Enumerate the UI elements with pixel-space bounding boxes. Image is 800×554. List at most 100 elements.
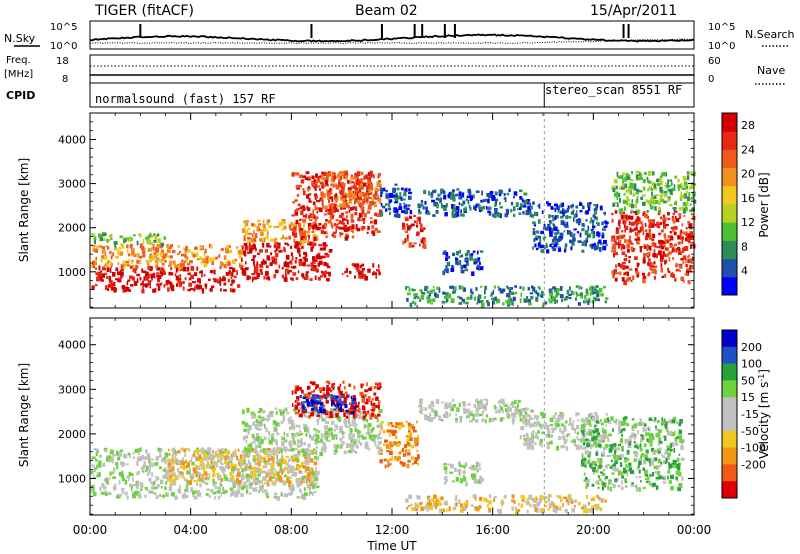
power-cell — [508, 288, 511, 294]
velocity-cell — [396, 443, 400, 448]
power-cell — [537, 292, 540, 297]
velocity-cell — [160, 480, 163, 485]
power-cell — [328, 249, 333, 253]
power-cell — [467, 188, 471, 193]
power-cell — [352, 219, 355, 223]
velocity-cell — [95, 449, 100, 454]
power-cell — [563, 248, 567, 253]
power-cell — [639, 220, 643, 225]
power-cell — [494, 203, 497, 207]
velocity-cell — [463, 464, 466, 470]
velocity-cell — [227, 450, 231, 455]
velocity-cell — [286, 467, 288, 470]
power-cell — [141, 250, 146, 254]
velocity-cell — [322, 404, 326, 408]
power-cell — [461, 192, 465, 198]
power-cell — [593, 245, 598, 251]
velocity-cell — [309, 381, 313, 384]
power-cell — [413, 220, 416, 224]
velocity-cell — [316, 418, 320, 422]
velocity-cell — [331, 400, 334, 404]
velocity-cell — [92, 474, 95, 479]
power-cell — [651, 241, 655, 247]
velocity-cell — [526, 509, 529, 514]
velocity-cell — [235, 468, 239, 471]
velocity-cell — [296, 482, 300, 488]
power-cell — [688, 192, 691, 196]
power-cell — [530, 295, 534, 300]
power-cell — [295, 172, 300, 176]
power-cell — [296, 193, 300, 197]
power-cell — [564, 209, 568, 213]
velocity-cell — [390, 444, 394, 447]
power-cell — [315, 254, 320, 260]
velocity-cell — [290, 489, 294, 492]
power-cell — [131, 252, 136, 257]
power-cell — [665, 182, 669, 185]
velocity-cell — [253, 448, 258, 454]
velocity-cell — [288, 470, 290, 473]
power-cell — [658, 239, 662, 245]
power-cell — [493, 300, 496, 305]
velocity-cell — [337, 400, 340, 404]
power-cell — [633, 183, 637, 188]
velocity-cell — [166, 493, 169, 497]
power-cell — [445, 257, 448, 261]
power-cell — [356, 269, 360, 273]
velocity-cell — [169, 458, 173, 464]
power-cell — [577, 218, 580, 223]
power-cell — [306, 205, 308, 210]
power-cell — [159, 270, 163, 275]
velocity-cell — [491, 506, 494, 509]
power-cell — [620, 243, 624, 247]
power-cell — [680, 257, 684, 261]
power-cell — [435, 293, 439, 299]
power-cell — [549, 231, 553, 237]
power-cell — [301, 245, 304, 249]
velocity-cell — [277, 475, 282, 478]
power-cell — [663, 245, 666, 248]
power-cell — [611, 235, 615, 238]
cpid-panel: CPID normalsound (fast) 157 RF stereo_sc… — [6, 82, 695, 108]
power-cell — [624, 218, 629, 221]
velocity-cell — [253, 437, 256, 441]
velocity-cell — [308, 385, 311, 390]
power-cell — [470, 253, 474, 256]
power-cell — [636, 262, 640, 268]
power-cell — [259, 229, 263, 232]
velocity-cell — [294, 404, 297, 408]
power-cell — [504, 197, 507, 203]
power-cell — [445, 298, 448, 303]
power-cell — [492, 289, 495, 295]
power-cell — [528, 302, 532, 306]
power-cell — [360, 204, 364, 207]
power-cell — [477, 264, 480, 268]
power-cell — [455, 258, 459, 262]
power-cell — [631, 199, 633, 203]
velocity-cell — [106, 492, 111, 496]
velocity-cell — [268, 478, 272, 482]
velocity-cell — [463, 502, 466, 507]
velocity-cell — [462, 401, 467, 407]
velocity-cell — [287, 464, 291, 470]
velocity-cell — [227, 465, 230, 470]
velocity-cell — [202, 478, 206, 484]
velocity-cell — [273, 472, 275, 478]
velocity-cell — [495, 409, 498, 414]
power-cell — [631, 185, 634, 190]
power-cell — [317, 276, 321, 281]
power-cell — [636, 221, 640, 224]
velocity-cell — [280, 491, 284, 495]
power-cell — [573, 233, 576, 237]
velocity-cell — [503, 495, 507, 499]
power-cell — [546, 201, 549, 205]
power-cell — [407, 204, 411, 207]
velocity-cell — [242, 436, 246, 441]
velocity-cell — [230, 468, 235, 472]
velocity-cell — [560, 497, 563, 501]
power-cell — [367, 225, 370, 231]
velocity-cell — [462, 407, 466, 411]
velocity-cell — [325, 421, 329, 425]
velocity-cell — [289, 426, 292, 431]
power-cell — [588, 233, 592, 238]
